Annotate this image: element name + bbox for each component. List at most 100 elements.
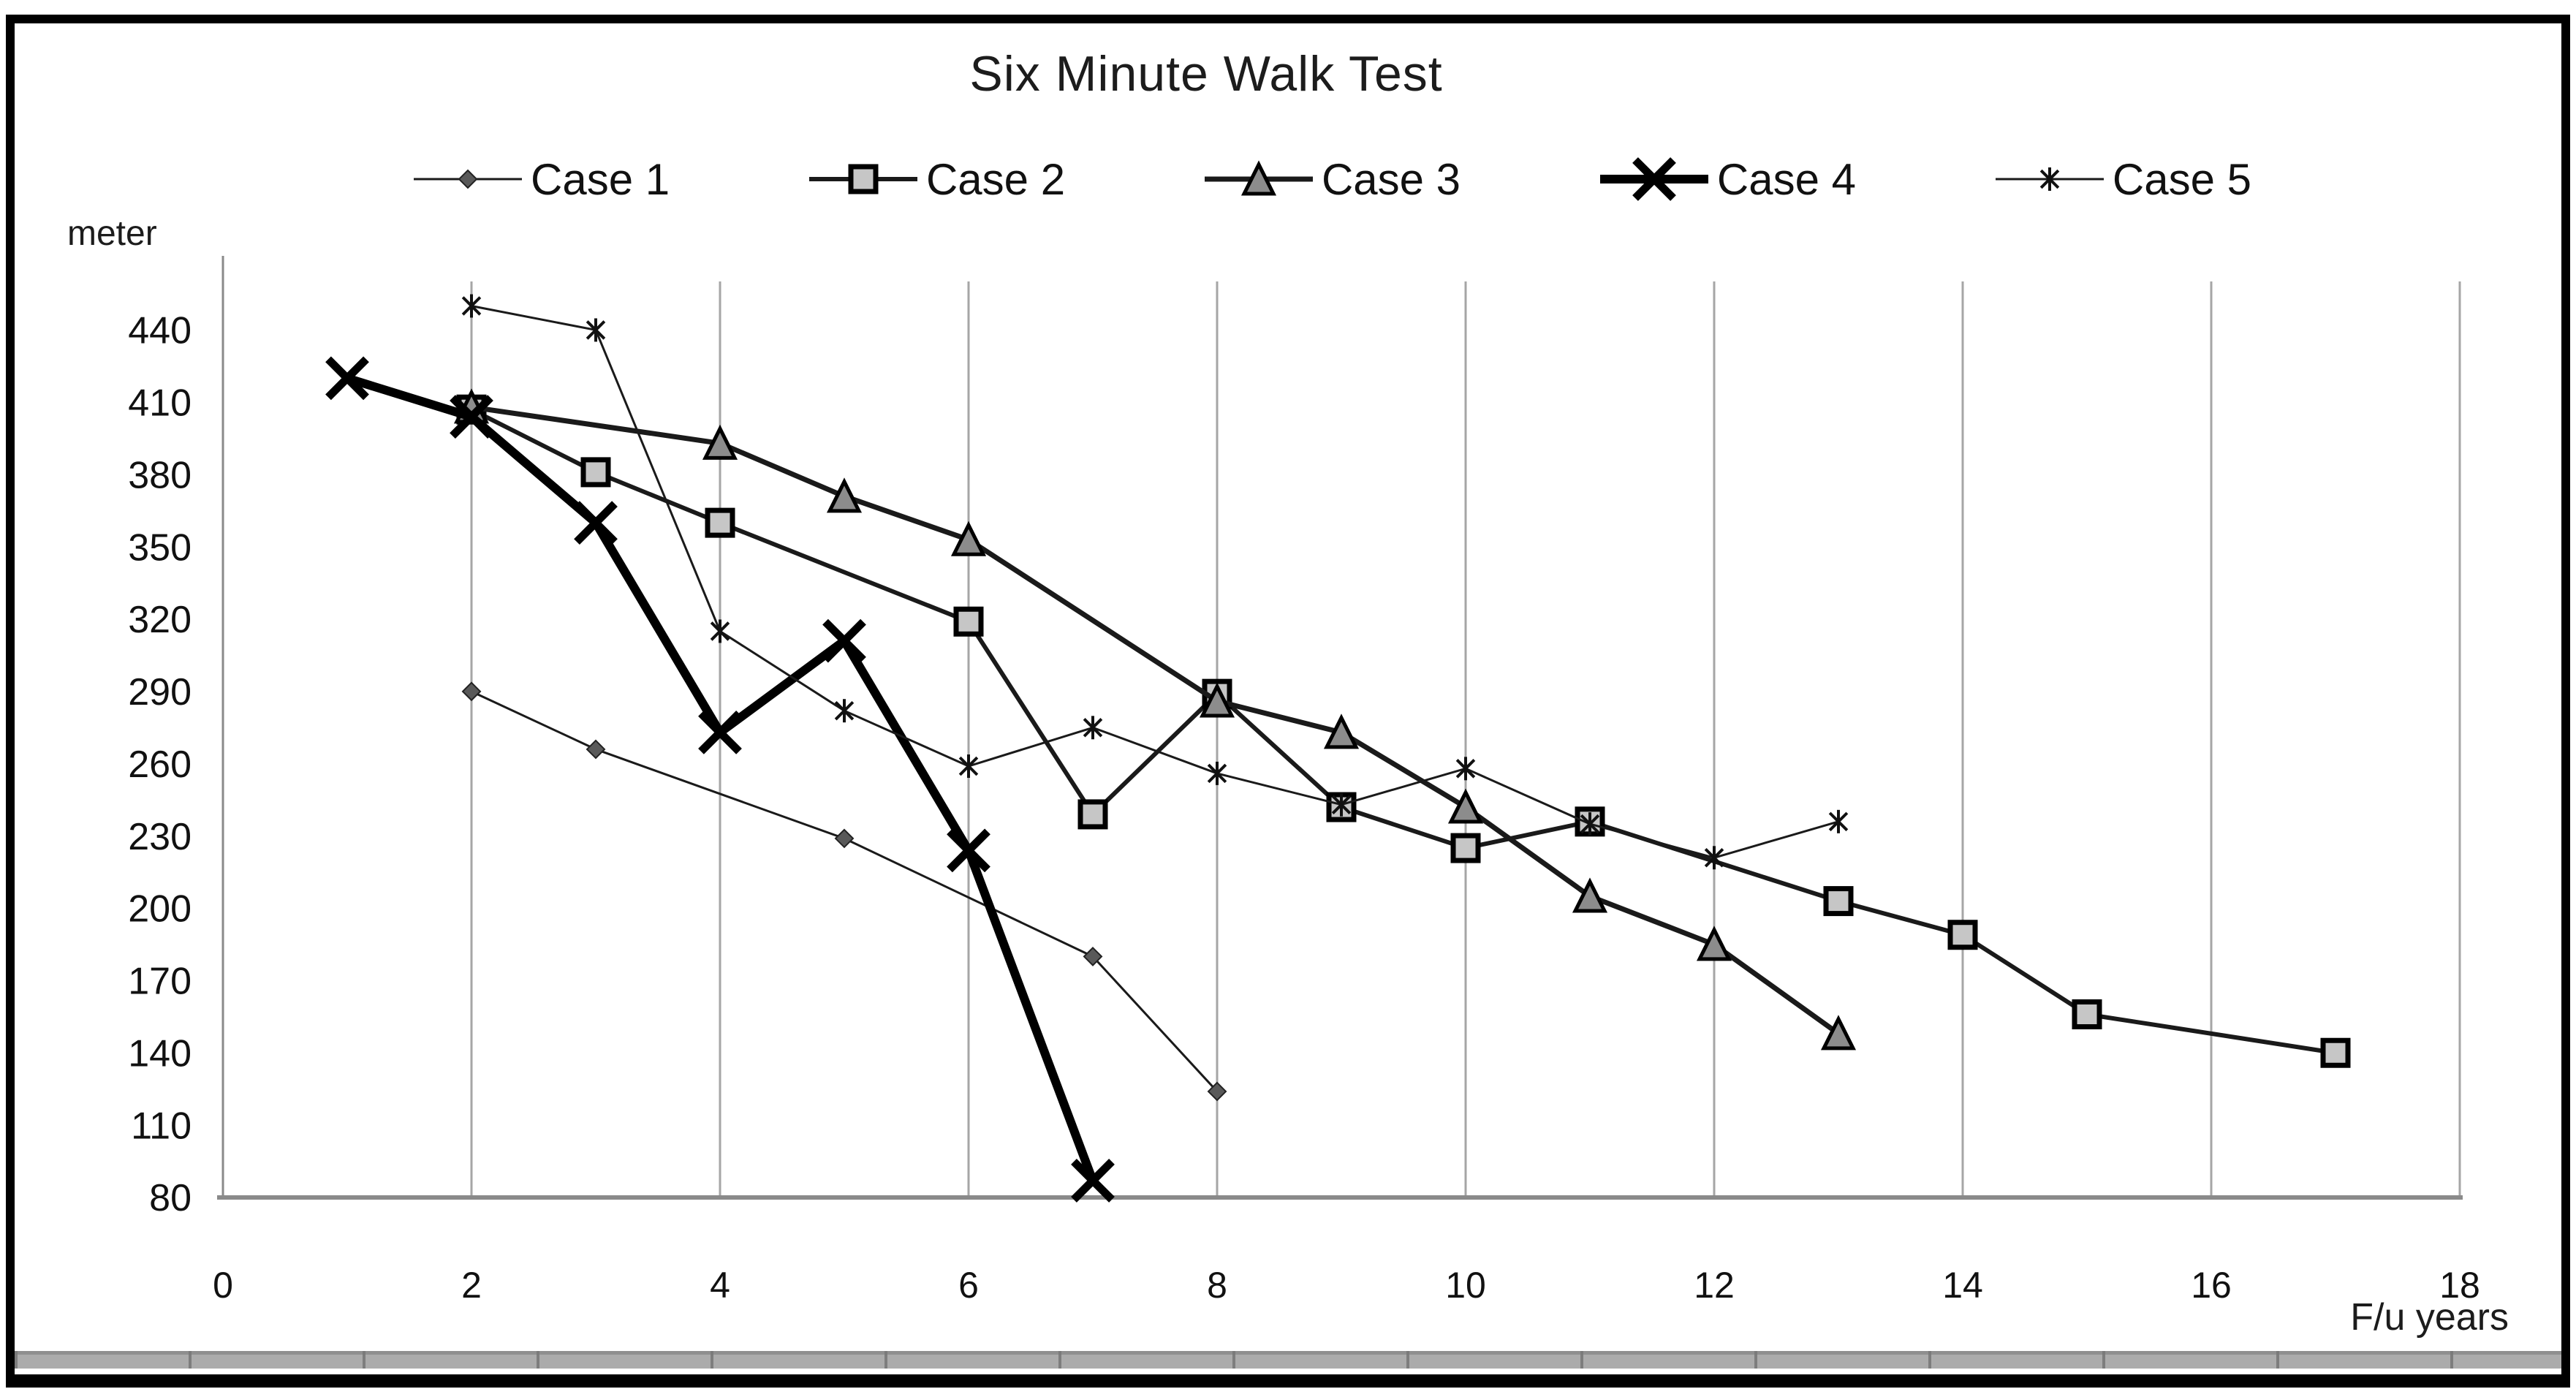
x-tick-14: 14 <box>1942 1265 1983 1306</box>
marker-case-5-pt7 <box>1331 795 1352 815</box>
marker-case-3-pt4 <box>1199 682 1235 718</box>
series-case-1 <box>461 681 1227 1102</box>
y-tick-320: 320 <box>128 599 192 641</box>
marker-case-3-pt6 <box>1447 788 1484 824</box>
marker-case-3-pt1 <box>702 424 738 460</box>
x-tick-12: 12 <box>1694 1265 1735 1306</box>
legend-marker-glyph <box>2039 169 2060 189</box>
y-tick-140: 140 <box>128 1032 192 1075</box>
marker-case-4-pt5 <box>947 828 990 873</box>
legend-item-case-1: Case 1 <box>409 150 670 208</box>
legend-label: Case 4 <box>1716 154 1857 204</box>
marker-case-2-pt7 <box>1450 833 1481 863</box>
legend-marker-glyph <box>848 164 879 194</box>
legend-marker-glyph <box>1632 157 1676 201</box>
marker-case-5-pt9 <box>1580 814 1600 834</box>
y-tick-230: 230 <box>128 816 192 858</box>
bottom-ruler-gap <box>15 1369 2561 1374</box>
series-case-2 <box>456 394 2351 1068</box>
marker-case-2-pt1 <box>580 457 611 488</box>
marker-case-3-pt9 <box>1820 1015 1857 1051</box>
marker-case-3-pt8 <box>1696 926 1732 961</box>
marker-case-4-pt4 <box>822 618 866 663</box>
legend-item-case-4: Case 4 <box>1596 150 1856 208</box>
marker-case-3-pt2 <box>826 477 863 513</box>
marker-case-5-pt11 <box>1828 811 1849 832</box>
legend-marker-glyph <box>458 169 478 189</box>
series-line <box>471 404 1841 1036</box>
series-case-5 <box>461 294 1849 870</box>
legend-item-case-3: Case 3 <box>1200 150 1461 208</box>
legend-label: Case 3 <box>1321 154 1461 204</box>
series-line <box>471 305 1839 859</box>
y-tick-170: 170 <box>128 961 192 1003</box>
figure-border <box>6 15 2570 1388</box>
marker-case-2-pt4 <box>1077 799 1108 830</box>
x-tick-10: 10 <box>1445 1265 1486 1306</box>
marker-case-4-pt2 <box>574 501 618 545</box>
marker-case-2-pt9 <box>1823 886 1854 917</box>
marker-case-2-pt12 <box>2320 1037 2351 1068</box>
marker-case-5-pt8 <box>1455 759 1476 779</box>
marker-case-4-pt3 <box>698 710 742 754</box>
legend-item-case-5: Case 5 <box>1991 150 2251 208</box>
y-tick-80: 80 <box>149 1177 192 1219</box>
marker-case-5-pt5 <box>1083 718 1103 738</box>
legend-marker-glyph <box>1240 160 1276 196</box>
legend-marker-case-2-square-icon <box>808 164 917 194</box>
marker-case-4-pt6 <box>1071 1159 1115 1203</box>
marker-case-1-pt1 <box>586 739 606 760</box>
legend-label: Case 5 <box>2112 154 2251 204</box>
legend-marker-case-5-asterisk-icon <box>1995 167 2104 191</box>
marker-case-5-pt2 <box>710 621 730 641</box>
x-tick-8: 8 <box>1207 1265 1227 1306</box>
marker-case-5-pt1 <box>586 320 606 340</box>
y-tick-290: 290 <box>128 671 192 714</box>
y-tick-110: 110 <box>131 1105 192 1147</box>
marker-case-2-pt2 <box>705 507 735 538</box>
marker-case-5-pt3 <box>834 700 855 721</box>
marker-case-5-pt6 <box>1207 763 1227 784</box>
marker-case-4-pt1 <box>450 395 493 439</box>
marker-case-1-pt3 <box>1083 946 1103 966</box>
marker-case-2-pt3 <box>953 606 984 637</box>
y-tick-260: 260 <box>128 743 192 786</box>
series-line <box>471 690 1219 1092</box>
x-tick-16: 16 <box>2191 1265 2232 1306</box>
y-tick-200: 200 <box>128 888 192 931</box>
marker-case-2-pt11 <box>2072 999 2102 1030</box>
y-tick-410: 410 <box>128 382 192 425</box>
marker-case-5-pt0 <box>461 296 482 316</box>
marker-case-1-pt2 <box>834 828 855 849</box>
x-tick-2: 2 <box>461 1265 482 1306</box>
marker-case-1-pt0 <box>461 681 482 702</box>
marker-case-3-pt5 <box>1323 714 1360 749</box>
x-tick-0: 0 <box>213 1265 233 1306</box>
legend-label: Case 1 <box>531 154 670 204</box>
marker-case-3-pt3 <box>950 521 987 556</box>
x-tick-18: 18 <box>2439 1265 2480 1306</box>
marker-case-4-pt0 <box>325 356 369 401</box>
legend-item-case-2: Case 2 <box>805 150 1065 208</box>
x-tick-6: 6 <box>958 1265 979 1306</box>
marker-case-3-pt7 <box>1572 877 1608 913</box>
series-line <box>470 407 2336 1056</box>
y-tick-440: 440 <box>128 310 192 352</box>
chart-title: Six Minute Walk Test <box>969 46 1443 102</box>
legend-marker-case-3-triangle-icon <box>1204 160 1313 196</box>
marker-case-5-pt10 <box>1704 848 1724 868</box>
x-tick-4: 4 <box>710 1265 730 1306</box>
y-axis-unit-label: meter <box>67 214 157 253</box>
marker-case-5-pt4 <box>958 756 979 776</box>
legend-marker-case-4-x-icon <box>1599 157 1708 201</box>
series-case-4 <box>325 356 1115 1203</box>
legend: Case 1 Case 2 Case 3 Case 4 Case 5 <box>409 146 2251 212</box>
legend-marker-case-1-diamond-icon <box>414 169 522 189</box>
bottom-ruler-strip <box>15 1351 2561 1369</box>
y-tick-350: 350 <box>128 526 192 569</box>
series-case-3 <box>453 388 1857 1051</box>
y-tick-380: 380 <box>128 454 192 496</box>
marker-case-1-pt4 <box>1207 1081 1227 1102</box>
legend-label: Case 2 <box>925 154 1066 204</box>
